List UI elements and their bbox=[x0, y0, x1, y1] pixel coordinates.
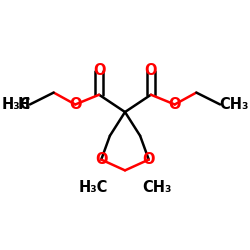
Text: O: O bbox=[168, 97, 181, 112]
Text: H: H bbox=[18, 97, 30, 112]
Text: CH₃: CH₃ bbox=[219, 96, 248, 112]
Text: O: O bbox=[69, 97, 82, 112]
Text: O: O bbox=[145, 64, 157, 78]
Text: O: O bbox=[142, 152, 155, 167]
Text: CH₃: CH₃ bbox=[142, 180, 172, 195]
Text: O: O bbox=[93, 64, 105, 78]
Text: O: O bbox=[95, 152, 108, 167]
Text: H₃C: H₃C bbox=[2, 96, 31, 112]
Text: H₃C: H₃C bbox=[78, 180, 108, 195]
